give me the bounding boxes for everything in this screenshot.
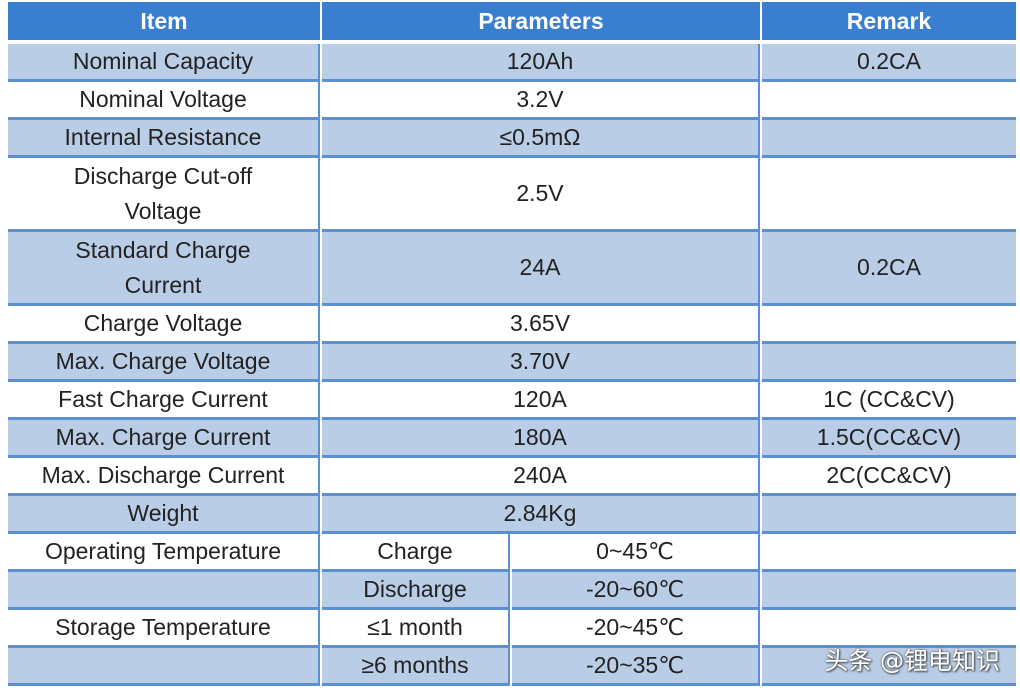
table-row: Operating Temperature Charge 0~45℃ xyxy=(8,534,1016,572)
watermark: 头条 @锂电知识 xyxy=(824,647,1000,675)
row-parameter: 2.84Kg xyxy=(322,496,760,534)
header-remark: Remark xyxy=(762,2,1016,44)
row-parameter: 3.65V xyxy=(322,306,760,344)
row-remark: 1.5C(CC&CV) xyxy=(762,420,1016,458)
row-item: Fast Charge Current xyxy=(8,382,320,420)
row-item xyxy=(8,572,320,610)
row-remark xyxy=(762,158,1016,232)
row-value: 0~45℃ xyxy=(512,534,760,572)
row-item: Internal Resistance xyxy=(8,120,320,158)
row-parameter: 180A xyxy=(322,420,760,458)
row-remark xyxy=(762,120,1016,158)
table-header: Item Parameters Remark xyxy=(8,2,1016,44)
row-remark xyxy=(762,306,1016,344)
row-remark xyxy=(762,534,1016,572)
row-parameter: 120Ah xyxy=(322,44,760,82)
row-remark: 0.2CA xyxy=(762,232,1016,306)
spec-table: Item Parameters Remark Nominal Capacity … xyxy=(6,2,1018,686)
row-item: Max. Charge Current xyxy=(8,420,320,458)
row-item: Discharge Cut-off Voltage xyxy=(8,158,320,232)
row-item-line: Standard Charge xyxy=(75,236,251,263)
row-condition: Charge xyxy=(322,534,510,572)
row-item-line: Discharge Cut-off xyxy=(73,162,253,189)
row-item: Operating Temperature xyxy=(8,534,320,572)
row-item-line: Current xyxy=(124,271,202,298)
row-remark xyxy=(762,82,1016,120)
table-row: Charge Voltage 3.65V xyxy=(8,306,1016,344)
row-remark xyxy=(762,572,1016,610)
row-condition: ≥6 months xyxy=(322,648,510,686)
row-item: Storage Temperature xyxy=(8,610,320,648)
row-remark xyxy=(762,496,1016,534)
table-row: Internal Resistance ≤0.5mΩ xyxy=(8,120,1016,158)
table-row: Max. Charge Current 180A 1.5C(CC&CV) xyxy=(8,420,1016,458)
table-row: Max. Discharge Current 240A 2C(CC&CV) xyxy=(8,458,1016,496)
table-row: Nominal Voltage 3.2V xyxy=(8,82,1016,120)
row-item: Nominal Capacity xyxy=(8,44,320,82)
table-row: Weight 2.84Kg xyxy=(8,496,1016,534)
row-item-line: Voltage xyxy=(124,197,202,224)
table-row: Discharge -20~60℃ xyxy=(8,572,1016,610)
row-remark: 1C (CC&CV) xyxy=(762,382,1016,420)
row-remark xyxy=(762,610,1016,648)
table-row: Max. Charge Voltage 3.70V xyxy=(8,344,1016,382)
row-item: Max. Discharge Current xyxy=(8,458,320,496)
row-value: -20~35℃ xyxy=(512,648,760,686)
row-remark xyxy=(762,344,1016,382)
header-item: Item xyxy=(8,2,320,44)
table-row: Standard Charge Current 24A 0.2CA xyxy=(8,232,1016,306)
row-parameter: 2.5V xyxy=(322,158,760,232)
row-item: Weight xyxy=(8,496,320,534)
table-row: Nominal Capacity 120Ah 0.2CA xyxy=(8,44,1016,82)
row-value: -20~60℃ xyxy=(512,572,760,610)
row-parameter: 120A xyxy=(322,382,760,420)
header-parameters: Parameters xyxy=(322,2,760,44)
row-item: Nominal Voltage xyxy=(8,82,320,120)
table-row: Storage Temperature ≤1 month -20~45℃ xyxy=(8,610,1016,648)
table-row: Fast Charge Current 120A 1C (CC&CV) xyxy=(8,382,1016,420)
row-remark: 2C(CC&CV) xyxy=(762,458,1016,496)
table-row: Discharge Cut-off Voltage 2.5V xyxy=(8,158,1016,232)
row-item: Standard Charge Current xyxy=(8,232,320,306)
row-remark: 0.2CA xyxy=(762,44,1016,82)
row-parameter: 3.70V xyxy=(322,344,760,382)
table-row: ≥6 months -20~35℃ xyxy=(8,648,1016,686)
row-condition: Discharge xyxy=(322,572,510,610)
row-parameter: ≤0.5mΩ xyxy=(322,120,760,158)
row-parameter: 240A xyxy=(322,458,760,496)
row-parameter: 24A xyxy=(322,232,760,306)
row-condition: ≤1 month xyxy=(322,610,510,648)
row-parameter: 3.2V xyxy=(322,82,760,120)
row-value: -20~45℃ xyxy=(512,610,760,648)
row-item: Max. Charge Voltage xyxy=(8,344,320,382)
row-item xyxy=(8,648,320,686)
row-item: Charge Voltage xyxy=(8,306,320,344)
row-remark xyxy=(762,648,1016,686)
